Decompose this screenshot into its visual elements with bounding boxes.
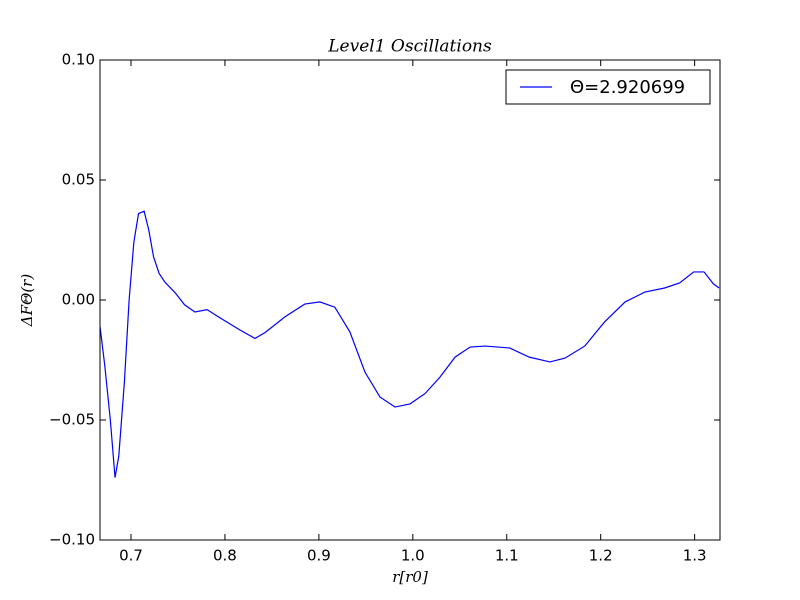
y-tick-label: −0.05 bbox=[49, 411, 95, 429]
y-tick-label: 0.10 bbox=[62, 51, 95, 69]
data-line bbox=[100, 210, 720, 478]
legend-label: Θ=2.920699 bbox=[570, 77, 685, 98]
y-axis-label: ΔFΘ(r) bbox=[18, 274, 36, 328]
y-tick-label: 0.00 bbox=[62, 291, 95, 309]
chart-title: Level1 Oscillations bbox=[327, 37, 492, 57]
x-tick-label: 1.1 bbox=[495, 547, 519, 565]
x-tick-label: 1.3 bbox=[683, 547, 707, 565]
x-tick-label: 0.8 bbox=[213, 547, 237, 565]
plot-layer: 0.7 0.8 0.9 1.0 1.1 1.2 1.3 −0.10 −0.05 0.00 0.05 0… bbox=[49, 51, 720, 565]
y-tick-label: 0.05 bbox=[62, 171, 95, 189]
x-axis-label: r[r0] bbox=[392, 568, 428, 586]
x-tick-label: 0.7 bbox=[119, 547, 143, 565]
y-tick-label: −0.10 bbox=[49, 531, 95, 549]
x-tick-label: 1.0 bbox=[401, 547, 425, 565]
x-tick-label: 1.2 bbox=[589, 547, 613, 565]
plot-frame bbox=[99, 59, 721, 541]
x-tick-label: 0.9 bbox=[307, 547, 331, 565]
